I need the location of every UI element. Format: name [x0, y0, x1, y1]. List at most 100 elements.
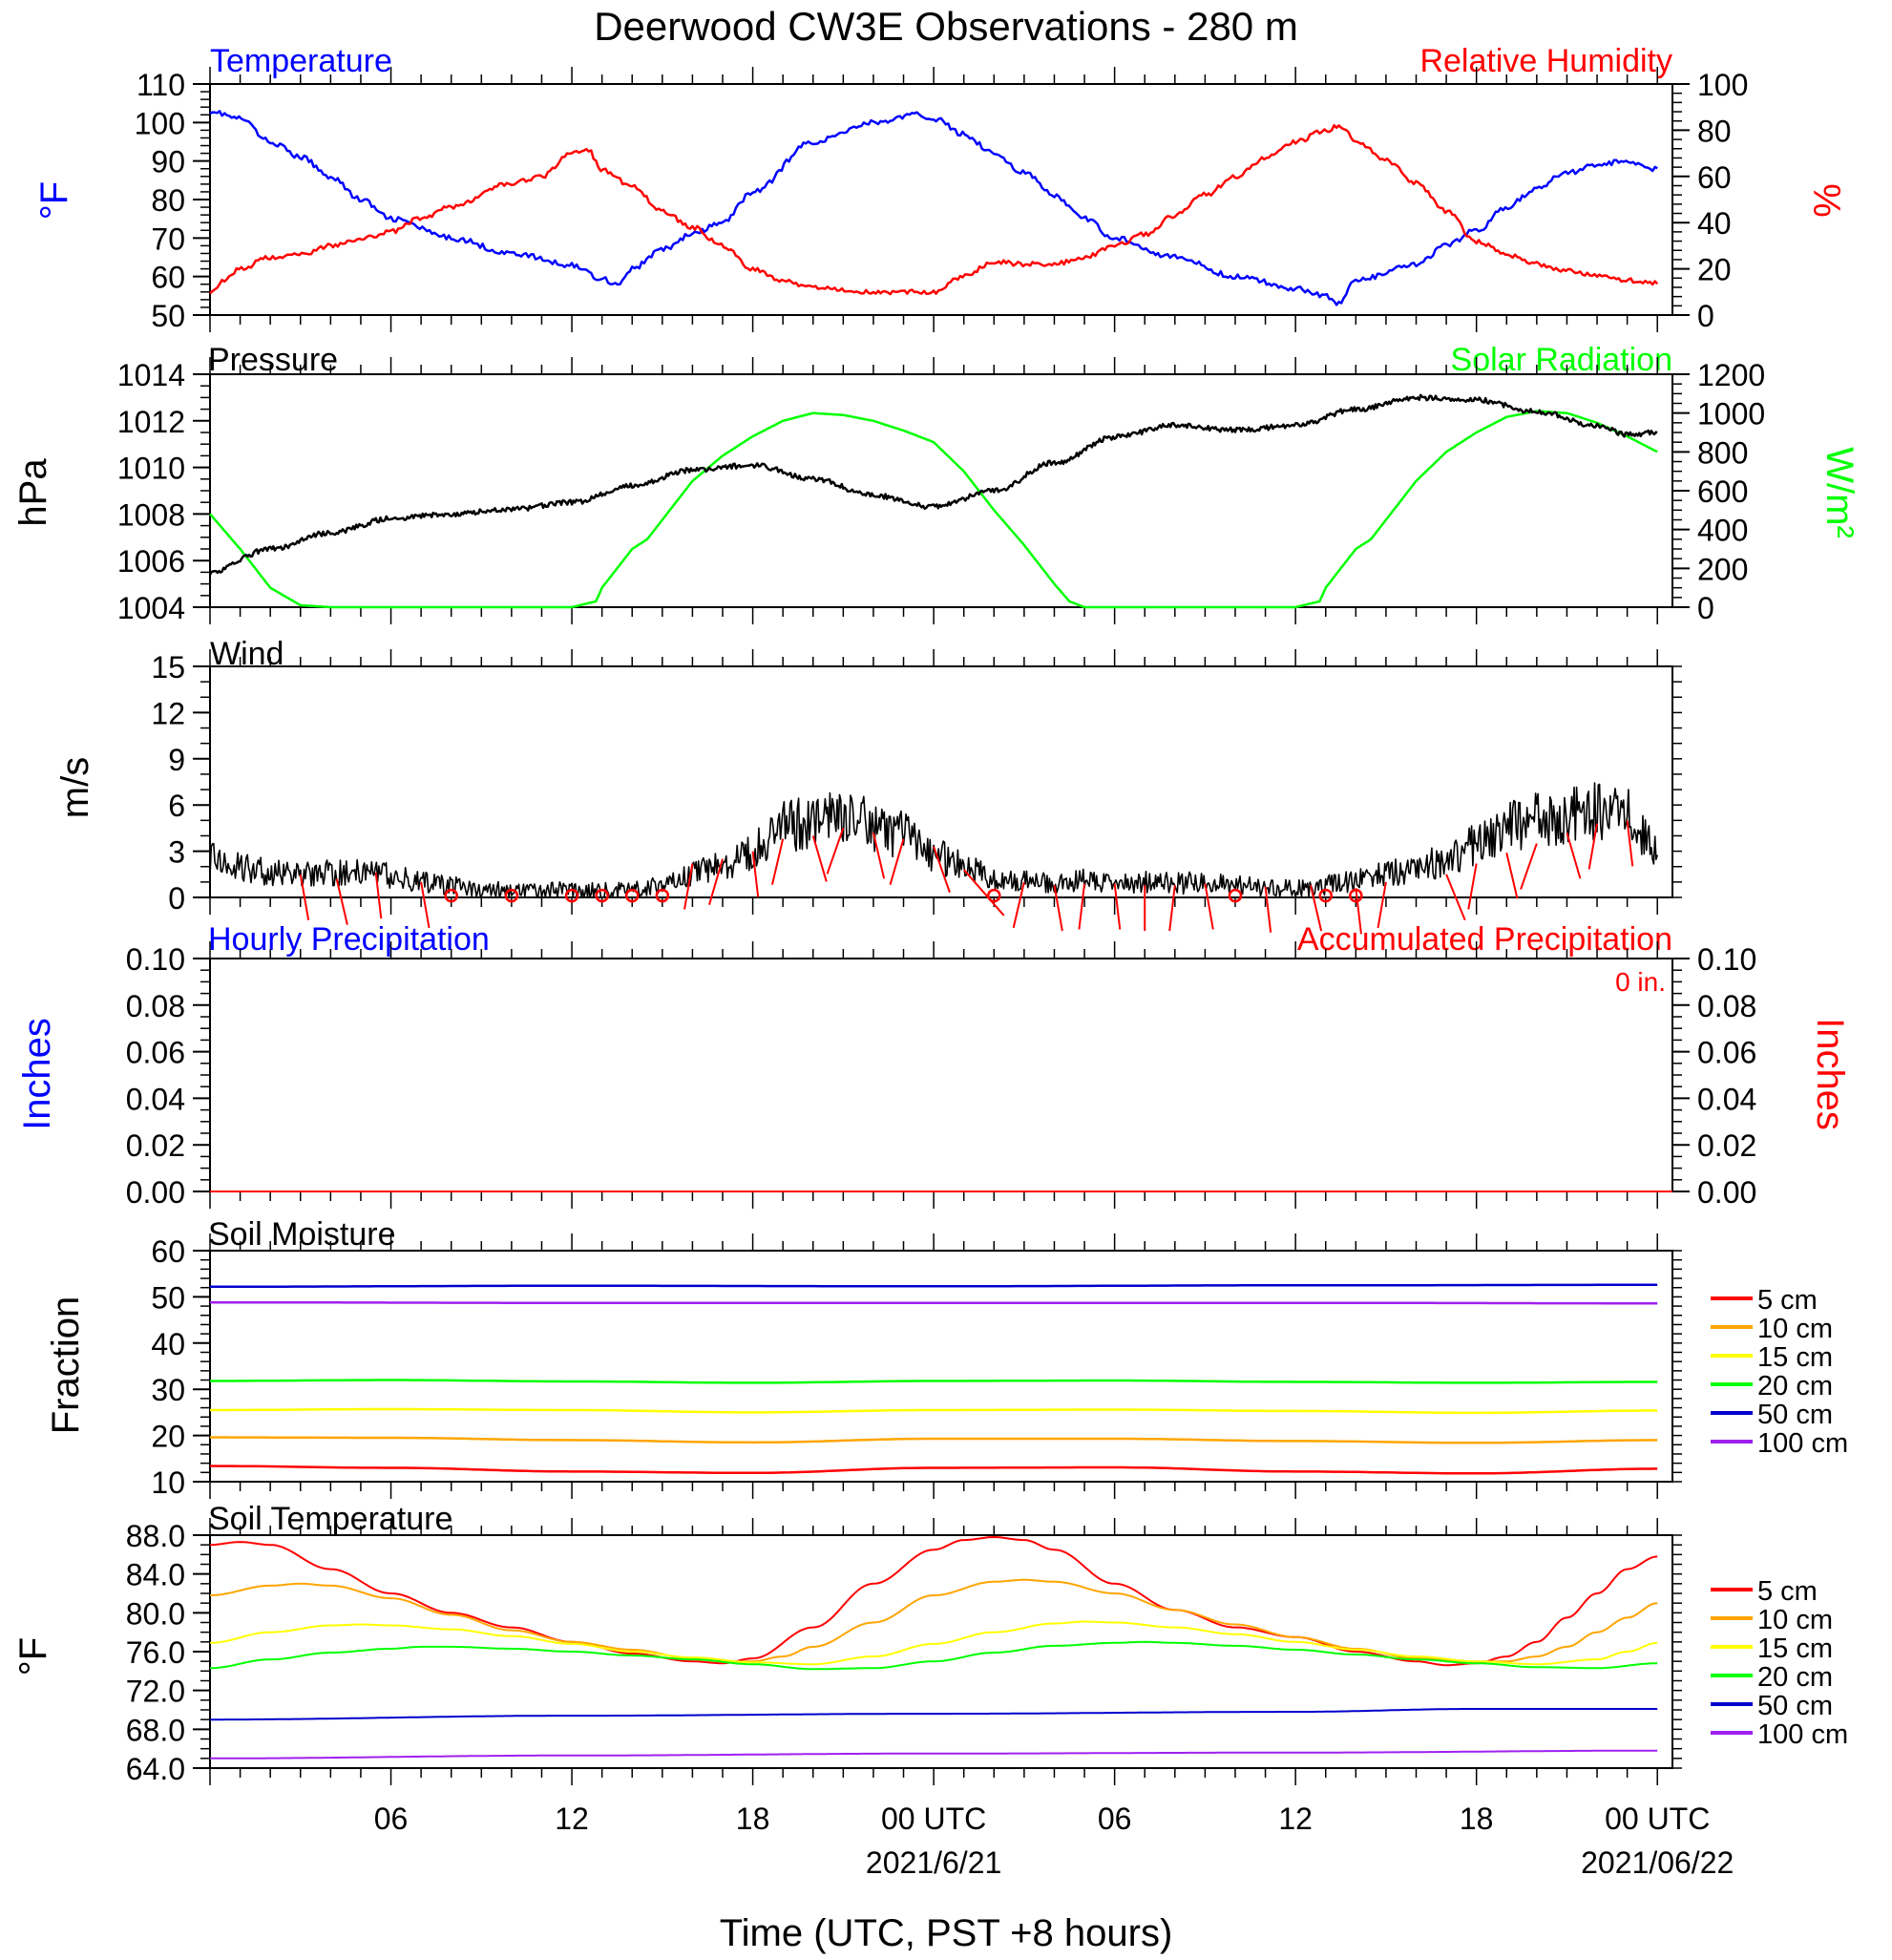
soil-moisture-legend-label: 50 cm [1757, 1400, 1833, 1430]
temperature-left-tick-label: 60 [151, 261, 185, 295]
date-tick-label: 2021/06/22 [1581, 1845, 1734, 1880]
precipitation-left-tick-label: 0.00 [126, 1175, 185, 1210]
soil-temperature-legend-label: 50 cm [1757, 1691, 1833, 1721]
calm-wind-marker [655, 888, 670, 903]
pressure-right-tick-label: 800 [1697, 435, 1748, 470]
pressure-left-tick-label: 1006 [117, 544, 185, 579]
wind-barb [1204, 883, 1214, 930]
wind-left-tick-label: 0 [168, 881, 185, 916]
time-tick-label: 00 UTC [1605, 1802, 1710, 1836]
solar-series-line [209, 410, 1658, 609]
soil-temperature-legend-label: 20 cm [1757, 1662, 1833, 1693]
time-tick-label: 06 [374, 1802, 409, 1836]
soil-moisture-ticks [193, 1233, 1682, 1499]
soil-moisture-left-tick-label: 30 [151, 1373, 185, 1407]
precipitation-left-tick-label: 0.02 [126, 1128, 185, 1163]
pressure-left-tick-label: 1012 [117, 405, 185, 439]
precipitation-right-tick-label: 0.06 [1697, 1036, 1756, 1070]
pressure-right-tick-label: 1200 [1697, 358, 1765, 392]
wind-left-tick-label: 3 [168, 835, 185, 870]
soil-moisture-left-tick-label: 10 [151, 1465, 185, 1500]
soil-moisture-series-line [210, 1300, 1658, 1305]
soil-moisture-left-tick-label: 60 [151, 1234, 185, 1269]
soil-moisture-frame [209, 1250, 1673, 1483]
wind-barb [335, 878, 348, 925]
wind-barb [1264, 886, 1272, 933]
temperature-left-tick-label: 90 [151, 145, 185, 179]
pressure-right-tick-label: 0 [1697, 591, 1714, 625]
precipitation-left-tick-label: 0.10 [126, 942, 185, 977]
soil-moisture-legend-label: 20 cm [1757, 1371, 1833, 1402]
temperature-right-tick-label: 80 [1697, 114, 1732, 148]
wind-ticks [193, 649, 1682, 915]
calm-wind-marker [1318, 888, 1333, 903]
hourly-precip-unit-label: Inches [16, 1018, 58, 1130]
wind-barb [1078, 883, 1086, 930]
wind-barb [420, 881, 431, 929]
temperature-title: Temperature [210, 43, 392, 79]
soil-temperature-series-line [210, 1620, 1658, 1666]
soil-moisture-left-tick-label: 40 [151, 1327, 185, 1361]
soil-temperature-series-line [210, 1578, 1658, 1663]
precipitation-right-tick-label: 0.02 [1697, 1128, 1756, 1163]
soil-moisture-legend-label: 5 cm [1757, 1285, 1818, 1316]
soil-moisture-legend-label: 100 cm [1757, 1428, 1848, 1459]
temperature-right-tick-label: 60 [1697, 160, 1732, 195]
soil-moisture-series-line [209, 1465, 1658, 1475]
wind-left-tick-label: 9 [168, 743, 185, 777]
precipitation-panel: Hourly Precipitation Accumulated Precipi… [16, 921, 1851, 1210]
temperature-unit-label: °F [33, 181, 75, 220]
calm-wind-marker [987, 888, 1001, 903]
calm-wind-marker [1228, 888, 1243, 903]
wind-barb [1113, 883, 1122, 930]
pressure-right-tick-label: 600 [1697, 474, 1748, 509]
wind-left-tick-label: 6 [168, 789, 185, 823]
humidity-unit-label: % [1805, 183, 1847, 218]
soil-temperature-legend-label: 10 cm [1757, 1605, 1833, 1635]
soil-moisture-series-line [210, 1283, 1658, 1289]
soil-moisture-left-tick-label: 20 [151, 1420, 185, 1454]
wind-left-tick-label: 15 [151, 650, 185, 685]
humidity-title: Relative Humidity [1419, 43, 1672, 79]
soil-temperature-left-tick-label: 72.0 [126, 1675, 185, 1709]
soil-temperature-left-tick-label: 88.0 [126, 1519, 185, 1553]
wind-frame [209, 665, 1673, 898]
solar-title: Solar Radiation [1451, 342, 1672, 378]
precipitation-frame [209, 958, 1673, 1192]
wind-unit-label: m/s [54, 757, 96, 818]
pressure-left-tick-label: 1014 [117, 358, 185, 392]
temperature-left-tick-label: 80 [151, 183, 185, 218]
wind-barb [1053, 884, 1063, 932]
temperature-left-tick-label: 70 [151, 221, 185, 256]
precipitation-right-tick-label: 0.04 [1697, 1082, 1756, 1116]
wind-speed-series-line [209, 782, 1658, 898]
time-axis-title: Time (UTC, PST +8 hours) [720, 1912, 1173, 1954]
temperature-right-tick-label: 40 [1697, 206, 1732, 241]
pressure-series-line [208, 393, 1658, 576]
soil-temperature-left-tick-label: 84.0 [126, 1558, 185, 1592]
wind-barb [751, 851, 760, 897]
wind-barb [683, 863, 694, 910]
pressure-left-tick-label: 1004 [117, 591, 185, 625]
wind-barb [708, 858, 724, 905]
temperature-ticks [193, 67, 1690, 332]
time-tick-label: 12 [1278, 1802, 1313, 1836]
soil-temperature-series-line [209, 1640, 1658, 1671]
calm-wind-marker [504, 888, 519, 903]
soil-temperature-legend-label: 100 cm [1757, 1719, 1848, 1750]
hourly-precip-title: Hourly Precipitation [208, 921, 490, 958]
soil-temperature-unit-label: °F [12, 1637, 54, 1675]
pressure-solar-panel: Pressure Solar Radiation hPa W/m² 1004 10… [12, 342, 1860, 625]
wind-barb [1467, 863, 1478, 910]
temperature-right-tick-label: 0 [1697, 299, 1714, 333]
wind-barb [1355, 888, 1362, 935]
soil-temperature-left-tick-label: 68.0 [126, 1713, 185, 1747]
soil-moisture-series-line [210, 1379, 1658, 1384]
soil-moisture-series-line [210, 1407, 1658, 1415]
pressure-unit-label: hPa [12, 458, 54, 527]
wind-barb [1566, 832, 1582, 879]
